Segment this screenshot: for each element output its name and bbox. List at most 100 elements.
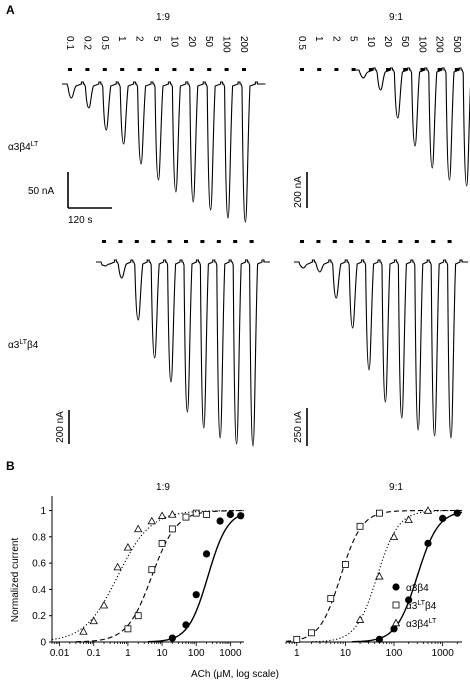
fit-curve (312, 510, 462, 643)
row-label-bottom: α3LTβ4 (8, 339, 39, 351)
concentration-label: 1 (313, 36, 324, 42)
application-bar (368, 68, 373, 71)
ratio-right-label: 9:1 (389, 12, 403, 23)
data-point (168, 525, 176, 533)
data-point (157, 511, 167, 519)
x-tick-label: 0.01 (50, 648, 70, 659)
x-tick-label: 1000 (219, 648, 242, 659)
application-bar (437, 68, 442, 71)
concentration-label: 2 (330, 36, 341, 42)
data-point (390, 625, 398, 633)
concentration-label: 5 (348, 36, 359, 42)
data-point (134, 524, 143, 533)
application-bar (184, 240, 188, 243)
scale-bar-top-right: 200 nA (293, 172, 308, 208)
scale-bottom-left-label: 200 nA (55, 411, 66, 443)
data-point (375, 635, 383, 643)
row-label-top: α3β4LT (8, 141, 39, 153)
x-axis-label: ACh (μM, log scale) (191, 669, 279, 680)
data-point (389, 532, 399, 541)
data-point (216, 517, 224, 525)
data-point (89, 616, 98, 625)
dose-response-chart-right: 1 10 100 1000 (285, 506, 463, 659)
application-bar (334, 68, 339, 71)
scale-top-left-y-label: 50 nA (28, 186, 54, 197)
chart-right-title: 9:1 (389, 482, 403, 493)
application-bar (102, 68, 107, 71)
data-point (99, 600, 109, 609)
data-point (392, 601, 400, 609)
scale-bar-bottom-left: 200 nA (55, 410, 70, 444)
data-point (123, 543, 133, 551)
y-tick-label: 0.2 (32, 611, 46, 622)
application-bar (317, 68, 322, 71)
application-bar (207, 68, 212, 71)
data-point (355, 615, 365, 623)
y-tick-label: 0.4 (32, 585, 46, 596)
legend-label: α3LTβ4 (406, 600, 437, 612)
application-bar (398, 240, 403, 243)
data-point (237, 512, 245, 520)
data-point (124, 625, 132, 633)
concentration-labels-left: 0.1 0.2 0.5 1 2 5 10 20 50 100 200 (64, 36, 249, 53)
application-bar (316, 240, 321, 243)
current-trace-top-left (62, 81, 266, 223)
x-tick-label: 100 (188, 648, 205, 659)
concentration-label: 10 (168, 36, 179, 48)
application-bar (172, 68, 177, 71)
concentration-label: 0.1 (64, 36, 75, 50)
concentration-label: 200 (238, 36, 249, 53)
scale-top-right-label: 200 nA (293, 176, 304, 208)
legend: α3β4 α3LTβ4 α3β4LT (391, 583, 437, 630)
current-trace-bottom-right (294, 259, 468, 439)
x-tick-label: 1 (294, 648, 300, 659)
application-bar (365, 240, 370, 243)
data-point (453, 509, 461, 517)
data-point (168, 510, 177, 518)
data-point (424, 539, 432, 547)
x-tick-label: 1 (125, 648, 131, 659)
concentration-label: 20 (186, 36, 197, 48)
concentration-label: 10 (365, 36, 376, 48)
application-bar (332, 240, 337, 243)
x-tick-label: 1000 (432, 648, 455, 659)
fit-curve (51, 510, 244, 641)
application-bar (454, 68, 459, 71)
data-point (392, 583, 400, 591)
data-point (342, 561, 349, 568)
fit-curve (285, 509, 462, 642)
concentration-label: 1 (116, 36, 127, 42)
application-bar (233, 240, 238, 243)
application-bars-top-left (68, 68, 246, 71)
panel-a-letter: A (6, 3, 15, 17)
application-bars-top-right (300, 68, 459, 71)
application-bar (151, 240, 156, 243)
chart-left-title: 1:9 (156, 482, 170, 493)
application-bars-bottom-right (300, 240, 452, 243)
application-bar (68, 68, 72, 71)
concentration-label: 20 (382, 36, 393, 48)
application-bar (137, 68, 142, 71)
legend-label: α3β4 (406, 583, 429, 594)
current-trace-top-right (354, 67, 470, 187)
data-point (192, 591, 200, 599)
application-bar (224, 68, 229, 71)
concentration-label: 5 (151, 36, 162, 42)
application-bar (134, 240, 139, 243)
data-point (356, 522, 364, 530)
application-bar (118, 240, 123, 243)
concentration-label: 200 (434, 36, 445, 53)
scale-bottom-right-label: 250 nA (293, 411, 304, 443)
application-bar (242, 68, 246, 71)
scale-top-left-x-label: 120 s (68, 215, 92, 226)
scale-bar-top-left: 50 nA 120 s (28, 172, 112, 226)
concentration-label: 100 (416, 36, 427, 53)
data-point (148, 566, 156, 574)
application-bar (386, 68, 390, 71)
y-tick-label: 0.8 (32, 532, 46, 543)
concentration-label: 0.5 (296, 36, 307, 50)
legend-label: α3β4LT (406, 618, 437, 630)
data-point (182, 621, 190, 629)
data-point (202, 550, 211, 558)
application-bars-bottom-left (102, 240, 254, 243)
